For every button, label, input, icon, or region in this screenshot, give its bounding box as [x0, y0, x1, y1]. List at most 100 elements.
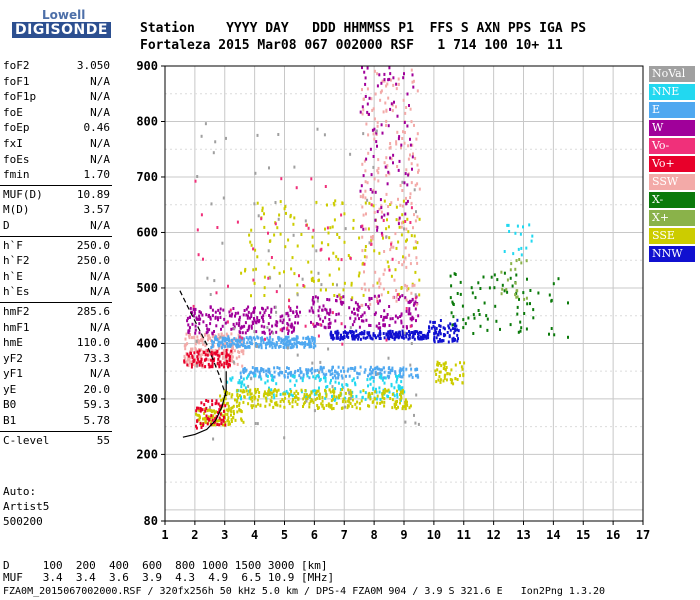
data-point — [252, 307, 255, 311]
data-point — [294, 400, 297, 404]
data-point — [253, 369, 256, 372]
data-point — [220, 327, 222, 331]
data-point — [373, 137, 376, 141]
data-point — [260, 315, 263, 319]
data-point — [263, 325, 266, 329]
data-point — [383, 336, 386, 340]
data-point — [399, 401, 401, 405]
data-point — [414, 293, 417, 297]
data-point — [267, 388, 270, 392]
data-point — [459, 292, 462, 296]
auto-line3: 500200 — [3, 515, 43, 528]
data-point — [230, 413, 232, 417]
data-point — [400, 319, 403, 323]
data-point — [386, 336, 389, 340]
data-point — [312, 310, 315, 314]
data-point — [273, 266, 276, 270]
data-point — [451, 339, 454, 343]
data-point — [188, 361, 191, 365]
data-point — [383, 404, 386, 408]
data-point — [213, 421, 216, 425]
data-point — [272, 393, 275, 397]
data-point — [440, 364, 443, 368]
data-point — [297, 314, 300, 318]
data-point — [373, 177, 376, 181]
data-point — [261, 336, 263, 340]
data-point — [194, 346, 197, 350]
data-point — [394, 314, 397, 318]
data-point — [390, 245, 393, 249]
data-point — [237, 323, 240, 327]
data-point — [222, 349, 225, 353]
data-point — [520, 261, 523, 265]
data-point — [305, 399, 308, 403]
data-point — [411, 155, 414, 159]
data-point — [386, 394, 389, 398]
data-point — [209, 405, 211, 409]
data-point — [291, 256, 294, 260]
data-point — [225, 359, 228, 363]
data-point — [402, 325, 405, 329]
data-point — [227, 353, 230, 357]
data-point — [410, 318, 413, 322]
data-point — [197, 253, 200, 257]
data-point — [438, 324, 441, 328]
data-point — [291, 324, 294, 328]
data-point — [414, 240, 417, 244]
data-point — [320, 247, 323, 251]
data-point — [335, 255, 338, 259]
data-point — [267, 276, 270, 280]
data-point — [354, 381, 356, 385]
param-row: foF1p N/A — [0, 89, 112, 105]
data-point — [315, 200, 318, 204]
data-point — [386, 82, 389, 86]
data-point — [287, 399, 290, 403]
data-point — [408, 406, 411, 410]
data-point — [289, 308, 292, 312]
data-point — [202, 417, 205, 421]
data-point — [284, 392, 287, 396]
data-point — [389, 397, 392, 400]
y-tick-label: 800 — [136, 114, 158, 128]
data-point — [361, 224, 364, 228]
data-point — [377, 179, 380, 183]
data-point — [240, 349, 243, 353]
data-point — [231, 351, 234, 355]
data-point — [282, 345, 285, 349]
data-point — [239, 371, 242, 375]
param-value: 250.0 — [76, 254, 110, 268]
param-row: h`Es N/A — [0, 284, 112, 300]
param-row: yF1 N/A — [0, 366, 112, 382]
data-point — [210, 352, 213, 356]
data-point — [409, 404, 412, 408]
logo: Lowell DIGISONDE — [4, 6, 134, 46]
param-value: 20.0 — [83, 382, 111, 396]
data-point — [349, 152, 352, 156]
extrapolation-curve — [179, 290, 227, 397]
data-point — [326, 203, 328, 207]
data-point — [329, 405, 332, 409]
data-point — [376, 401, 379, 405]
data-point — [211, 332, 214, 336]
data-point — [291, 345, 294, 349]
data-point — [286, 326, 289, 330]
data-point — [515, 291, 518, 295]
data-point — [399, 295, 401, 299]
data-point — [322, 406, 325, 410]
data-point — [383, 161, 386, 165]
data-point — [291, 337, 294, 341]
x-tick-label: 3 — [221, 528, 228, 542]
data-point — [247, 314, 249, 318]
data-point — [397, 83, 400, 86]
data-point — [373, 294, 376, 298]
data-point — [250, 243, 253, 247]
data-point — [273, 370, 276, 374]
data-point — [324, 376, 327, 380]
data-point — [292, 397, 294, 401]
data-point — [442, 339, 445, 343]
data-point — [416, 373, 419, 377]
data-point — [226, 344, 229, 348]
data-point — [241, 336, 244, 340]
data-point — [287, 238, 290, 242]
data-point — [307, 394, 310, 398]
